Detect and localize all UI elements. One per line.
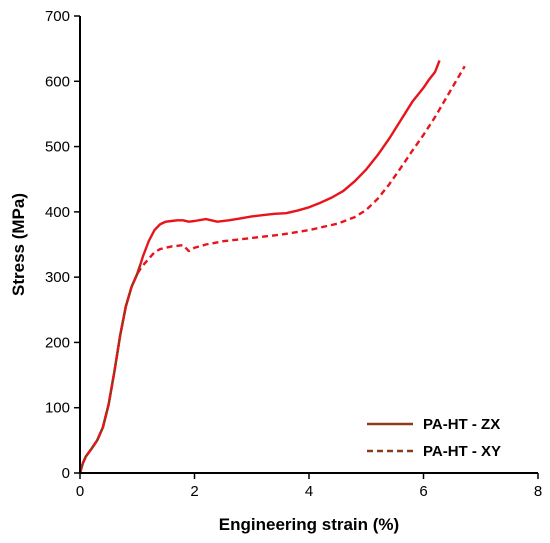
x-tick-label: 2 — [190, 483, 198, 500]
x-axis-title: Engineering strain (%) — [219, 515, 399, 534]
y-tick-label: 300 — [45, 269, 70, 286]
series-early-segment-pa-ht-zx — [78, 265, 142, 474]
x-tick-label: 0 — [76, 483, 84, 500]
y-axis-title: Stress (MPa) — [9, 193, 28, 296]
series-line-pa-ht-xy — [78, 65, 466, 474]
y-tick-label: 200 — [45, 334, 70, 351]
x-tick-label: 6 — [419, 483, 427, 500]
x-tick-label: 4 — [305, 483, 313, 500]
y-tick-label: 500 — [45, 139, 70, 156]
y-tick-label: 400 — [45, 204, 70, 221]
legend: PA-HT - ZX PA-HT - XY — [365, 408, 525, 468]
axes: 0 2 4 6 8 0 100 200 300 400 500 600 700 — [45, 8, 542, 500]
x-tick-label: 8 — [534, 483, 542, 500]
y-tick-label: 100 — [45, 400, 70, 417]
legend-label-pa-ht-zx: PA-HT - ZX — [423, 416, 500, 433]
y-tick-label: 0 — [62, 465, 70, 482]
y-tick-label: 600 — [45, 73, 70, 90]
plot-area — [78, 59, 466, 474]
legend-label-pa-ht-xy: PA-HT - XY — [423, 443, 501, 460]
legend-background — [365, 408, 525, 468]
y-tick-label: 700 — [45, 8, 70, 25]
